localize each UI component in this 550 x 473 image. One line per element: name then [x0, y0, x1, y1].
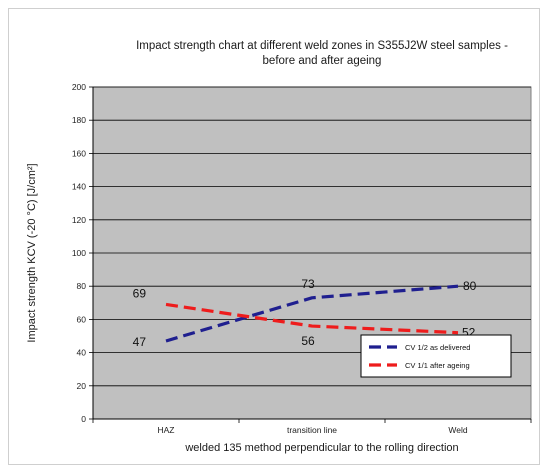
- data-label: 47: [133, 335, 147, 349]
- data-label: 80: [463, 279, 477, 293]
- legend-label: CV 1/1 after ageing: [405, 361, 470, 370]
- y-tick-label: 180: [72, 115, 86, 125]
- y-tick-label: 40: [77, 348, 87, 358]
- x-axis-label: welded 135 method perpendicular to the r…: [184, 442, 458, 454]
- data-label: 69: [133, 286, 147, 300]
- chart: 0 20 40 60 80 100 120 140 160 180 200 HAZ transition…: [26, 40, 532, 454]
- data-label: 73: [301, 277, 315, 291]
- x-tick-label: HAZ: [158, 425, 175, 435]
- y-tick-label: 120: [72, 215, 86, 225]
- legend-box: [360, 334, 512, 378]
- legend-label: CV 1/2 as delivered: [405, 343, 470, 352]
- y-tick-label: 80: [77, 281, 87, 291]
- x-tick-label: transition line: [287, 425, 337, 435]
- plot-layer: 0 20 40 60 80 100 120 140 160 180 200 HAZ transition…: [72, 82, 532, 435]
- legend: CV 1/2 as delivered CV 1/1 after ageing: [360, 334, 512, 378]
- chart-frame: 0 20 40 60 80 100 120 140 160 180 200 HAZ transition…: [8, 8, 540, 465]
- series-line-2: [165, 302, 459, 335]
- chart-title: Impact strength chart at different weld …: [136, 40, 508, 67]
- y-tick-label: 60: [77, 314, 87, 324]
- y-tick-label: 20: [77, 381, 87, 391]
- chart-title-line: Impact strength chart at different weld …: [136, 40, 508, 52]
- y-tick-label: 140: [72, 182, 86, 192]
- series-line-1: [165, 284, 459, 343]
- x-tick-label: Weld: [448, 425, 467, 435]
- y-tick-label: 100: [72, 248, 86, 258]
- chart-title-line: before and after ageing: [263, 55, 382, 67]
- y-tick-label: 0: [81, 414, 86, 424]
- data-label: 56: [301, 334, 315, 348]
- y-tick-label: 160: [72, 148, 86, 158]
- y-tick-label: 200: [72, 82, 86, 92]
- y-axis-label: Impact strength KCV (-20 °C) [J/cm²]: [26, 163, 38, 342]
